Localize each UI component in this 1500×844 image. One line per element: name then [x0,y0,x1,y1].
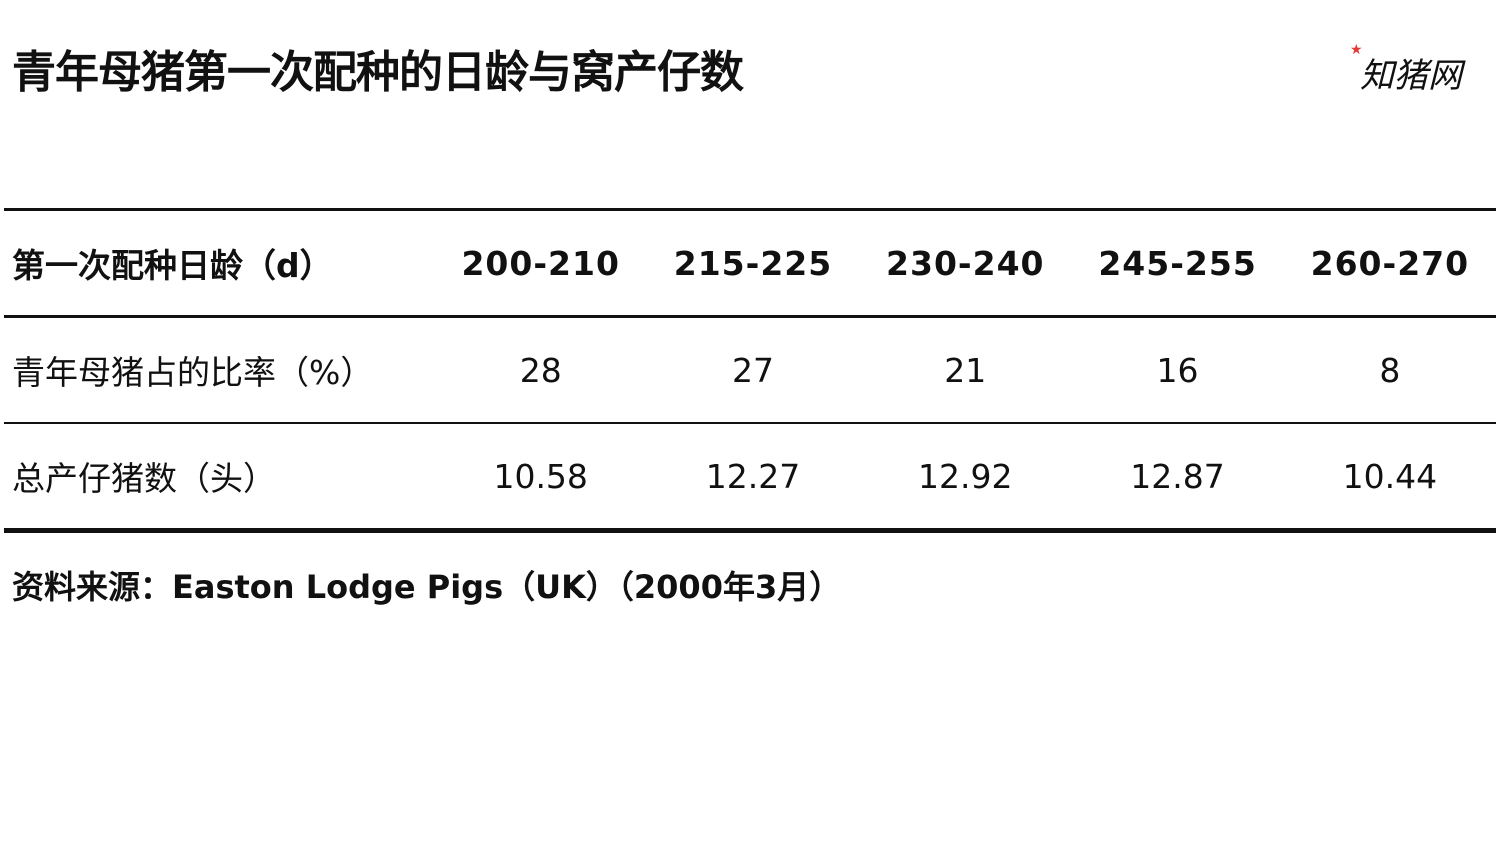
column-header: 215-225 [673,243,833,283]
column-header: 260-270 [1310,243,1470,283]
table-cell: 10.58 [493,456,588,496]
row-label: 总产仔猪数（头） [12,459,276,498]
column-header: 230-240 [886,243,1045,283]
table-cell: 12.27 [705,456,801,496]
star-icon: ★ [1350,42,1363,58]
column-header: 200-210 [461,243,620,283]
table-cell: 12.92 [918,456,1013,496]
table-header-row: 第一次配种日龄（d） 200-210 215-225 230-240 245-2… [4,209,1496,317]
row-label: 青年母猪占的比率（%） [12,353,374,392]
table-cell: 8 [1379,350,1401,390]
logo-text: 知猪网 [1360,56,1462,96]
source-note: 资料来源：Easton Lodge Pigs（UK）（2000年3月） [12,568,842,606]
data-table: 第一次配种日龄（d） 200-210 215-225 230-240 245-2… [4,208,1496,533]
table-cell: 21 [944,350,987,390]
table-cell: 28 [519,350,562,390]
data-table-container: 第一次配种日龄（d） 200-210 215-225 230-240 245-2… [4,208,1496,533]
column-header: 第一次配种日龄（d） [12,246,333,285]
table-cell: 10.44 [1342,456,1438,496]
column-header: 245-255 [1098,243,1257,283]
table-row: 青年母猪占的比率（%） 28 27 21 16 8 [4,317,1496,423]
page-title: 青年母猪第一次配种的日龄与窝产仔数 [12,47,744,98]
table-row: 总产仔猪数（头） 10.58 12.27 12.92 12.87 10.44 [4,423,1496,531]
table-cell: 12.87 [1130,456,1225,496]
brand-logo: ★ 知猪网 [1348,42,1480,96]
table-cell: 27 [731,350,774,390]
table-cell: 16 [1156,350,1199,390]
